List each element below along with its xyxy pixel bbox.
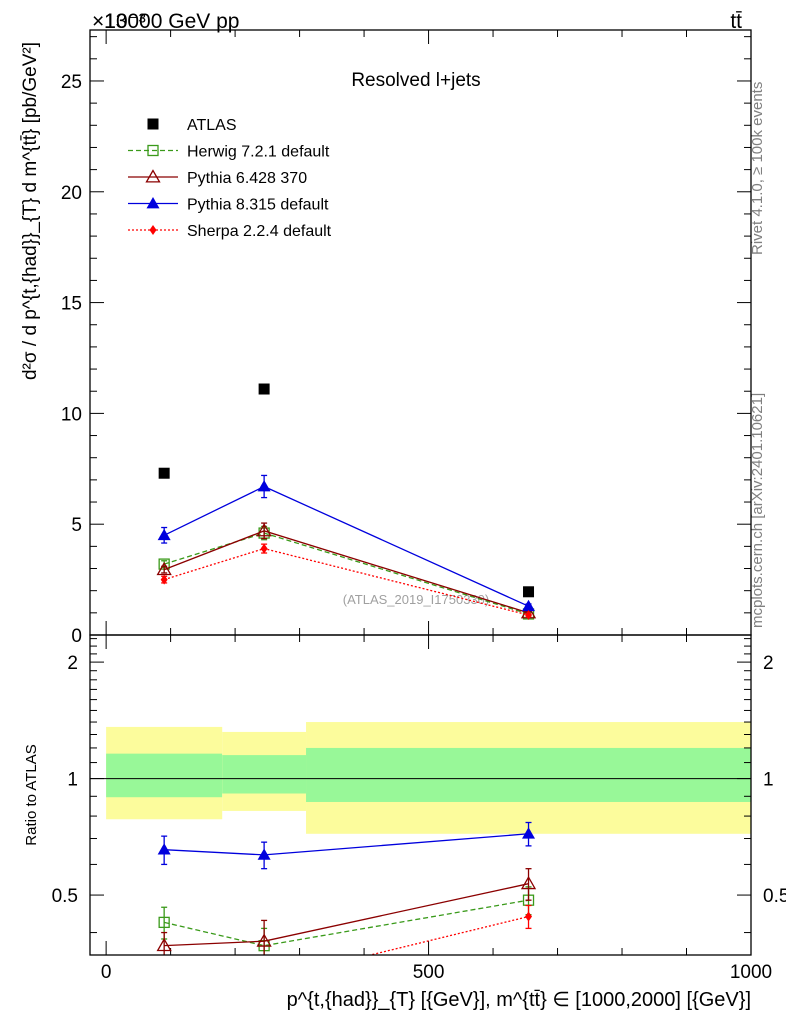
main-series-line [163,485,529,607]
legend-label: Herwig 7.2.1 default [187,144,330,161]
y-multiplier-label: ×10⁻³ [92,10,146,33]
ratio-panel: 0.5 0.5 1 1 2 2 0 500 1000 Ratio to ATLAS p^{t,{… [23,634,786,1011]
ratio-data-point [257,848,271,860]
ratio-series-3 [161,904,533,997]
main-series-0 [158,383,535,598]
main-panel: (ATLAS_2019_I1750330) 0 5 10 15 20 25 Resolve… [20,29,752,647]
process-label: tt̄ [730,10,742,33]
ratio-series-line [164,883,529,947]
ratio-series-line [164,833,529,856]
legend-marker [145,169,161,183]
main-data-point [257,480,271,492]
legend-entry: Herwig 7.2.1 default [128,144,330,161]
legend-label: Pythia 6.428 370 [187,170,307,187]
ratio-y-tick-label: 1 [763,770,774,791]
analysis-watermark: (ATLAS_2019_I1750330) [343,592,489,607]
main-y-tick-label: 5 [71,515,82,536]
legend-label: Pythia 8.315 default [187,197,329,214]
rivet-version-label: Rivet 4.1.0, ≥ 100k events [749,82,766,255]
main-y-tick-label: 20 [61,183,82,204]
main-data-point [158,467,170,479]
source-label: mcplots.cern.ch [arXiv:2401.10621] [749,393,766,628]
legend-marker [147,144,159,157]
ratio-data-point [161,987,168,997]
legend-marker [149,225,157,235]
main-series-2 [156,522,537,619]
ratio-y-tick-label: 0.5 [52,886,78,907]
x-tick-label: 0 [101,962,112,983]
inner-uncertainty-band [222,755,307,794]
main-data-point [256,523,272,537]
main-data-point [258,383,270,395]
ratio-data-point [157,843,171,855]
legend-entry: Pythia 6.428 370 [128,169,307,187]
main-y-tick-label: 25 [61,72,82,93]
ratio-frame [89,634,752,956]
legend: ATLAS Herwig 7.2.1 default Pythia 6.428 37… [128,117,332,240]
main-y-tick-label: 0 [71,626,82,647]
ratio-data-point [522,827,536,839]
legend-entry: Sherpa 2.2.4 default [128,223,332,240]
ratio-data-point [256,933,272,947]
main-data-point [525,610,533,621]
legend-entry: ATLAS [147,117,237,134]
main-title: Resolved l+jets [351,70,480,91]
x-axis-label: p^{t,{had}}_{T} [{GeV}], m^{tt̄} ∈ [1000… [287,989,751,1011]
ratio-y-tick-label: 0.5 [763,886,786,907]
ratio-data-point [156,937,172,952]
ratio-series-1 [156,868,537,955]
x-tick-label: 1000 [730,962,772,983]
inner-uncertainty-band [306,747,751,802]
uncertainty-bands [106,722,751,834]
main-data-point [156,561,172,576]
ratio-series-line [164,899,529,947]
legend-marker [147,118,159,130]
main-y-tick-label: 10 [61,404,82,425]
main-y-axis-label: d²σ / d p^{t,{had}}_{T} d m^{tt̄} [pb/Ge… [20,42,41,380]
legend-label: ATLAS [187,117,237,134]
ratio-data-point [158,916,170,929]
ratio-axis-ticks: 0.5 0.5 1 1 2 2 0 500 1000 [52,635,786,983]
ratio-series-0 [158,886,535,955]
main-y-tick-label: 15 [61,294,82,315]
ratio-y-axis-label: Ratio to ATLAS [23,744,40,845]
legend-label: Sherpa 2.2.4 default [187,223,332,240]
legend-marker [146,197,160,209]
ratio-data-point [261,976,268,986]
ratio-y-tick-label: 2 [763,653,774,674]
main-axis-ticks: 0 5 10 15 20 25 [61,30,752,647]
legend-entry: Pythia 8.315 default [128,197,329,214]
ratio-data-point [525,911,533,922]
ratio-y-tick-label: 1 [67,770,78,791]
main-data-point [157,528,171,541]
main-series-group [156,383,537,621]
ratio-data-point [520,875,537,890]
energy-label: 13000 GeV pp [104,10,239,33]
main-data-point [260,543,268,554]
main-data-point [523,586,535,598]
ratio-series-2 [157,821,536,870]
main-series-4 [160,543,533,621]
main-data-point [160,574,168,585]
inner-uncertainty-band [106,753,223,798]
main-series-3 [157,474,536,612]
main-data-point [522,599,536,612]
x-tick-label: 500 [413,962,445,983]
ratio-y-tick-label: 2 [67,653,78,674]
ratio-series-group [156,821,537,997]
